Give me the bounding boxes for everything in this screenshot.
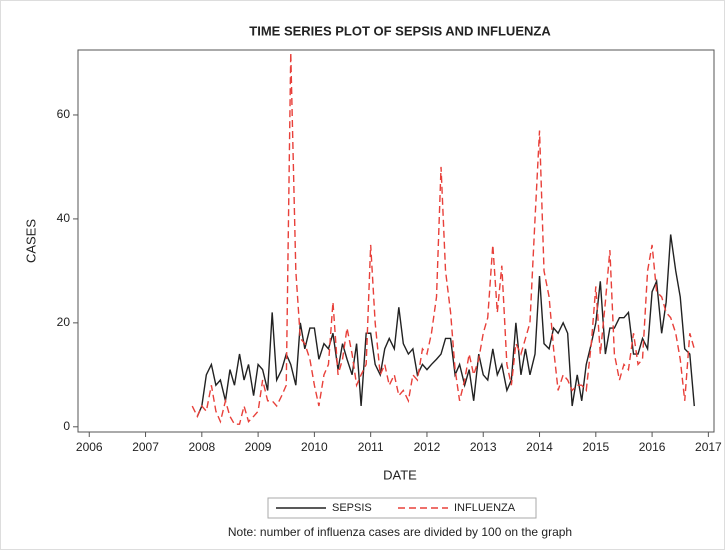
series-line — [191, 52, 695, 425]
chart-title: TIME SERIES PLOT OF SEPSIS AND INFLUENZA — [249, 23, 551, 38]
y-tick-label: 20 — [57, 315, 71, 329]
x-tick-label: 2010 — [301, 440, 328, 454]
legend-box — [267, 497, 537, 519]
y-tick-label: 0 — [63, 419, 70, 433]
x-tick-label: 2017 — [695, 440, 722, 454]
x-tick-label: 2016 — [639, 440, 666, 454]
note: Note: number of influenza cases are divi… — [228, 525, 572, 539]
legend-label: INFLUENZA — [454, 502, 516, 514]
x-tick-label: 2015 — [582, 440, 609, 454]
y-tick-label: 60 — [57, 107, 71, 121]
x-tick-label: 2009 — [245, 440, 272, 454]
plot-area — [77, 49, 715, 433]
x-tick-label: 2011 — [358, 440, 384, 454]
x-tick-label: 2007 — [132, 440, 159, 454]
y-axis-label: CASES — [23, 219, 38, 263]
series-line — [196, 234, 695, 417]
x-tick-label: 2012 — [414, 440, 441, 454]
x-tick-label: 2006 — [76, 440, 103, 454]
x-tick-label: 2014 — [526, 440, 553, 454]
x-tick-label: 2013 — [470, 440, 497, 454]
legend-label: SEPSIS — [332, 502, 372, 514]
y-tick-label: 40 — [57, 211, 71, 225]
x-axis-label: DATE — [383, 467, 417, 482]
x-tick-label: 2008 — [188, 440, 215, 454]
